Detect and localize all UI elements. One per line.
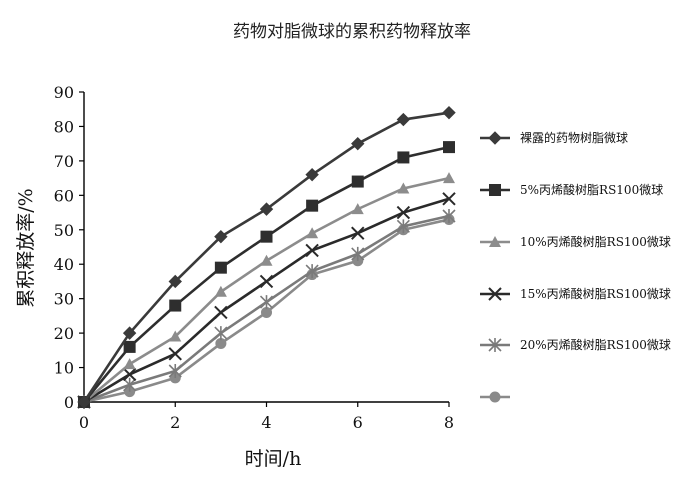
data-point xyxy=(214,285,227,297)
x-tick-label: 2 xyxy=(170,413,180,432)
data-point xyxy=(214,305,228,320)
x-tick-label: 8 xyxy=(444,413,454,432)
data-point xyxy=(442,192,456,206)
data-point xyxy=(77,395,91,409)
data-point xyxy=(260,254,273,266)
legend-label: 裸露的药物树脂微球 xyxy=(520,130,628,145)
legend-item: 10%丙烯酸树脂RS100微球 xyxy=(480,234,671,249)
data-point xyxy=(122,326,137,340)
y-tick-label: 0 xyxy=(64,393,74,412)
series-5 xyxy=(77,209,456,409)
data-point xyxy=(396,112,411,127)
data-point xyxy=(123,377,137,392)
legend-label: 20%丙烯酸树脂RS100微球 xyxy=(520,337,671,352)
data-point xyxy=(169,330,182,342)
data-point xyxy=(396,205,411,220)
data-point xyxy=(351,246,365,261)
x-tick-label: 4 xyxy=(261,413,271,432)
data-point xyxy=(397,182,410,194)
data-point xyxy=(443,141,455,154)
data-point xyxy=(442,105,456,120)
data-point xyxy=(305,264,319,279)
series-layer xyxy=(77,105,456,409)
data-point xyxy=(261,306,272,318)
data-point xyxy=(168,364,182,378)
data-point xyxy=(214,229,228,244)
data-point xyxy=(259,274,274,289)
data-point xyxy=(397,151,410,164)
legend-marker xyxy=(488,287,502,301)
data-point xyxy=(305,167,319,182)
data-point xyxy=(123,340,136,353)
y-tick-label: 20 xyxy=(54,324,74,343)
y-axis-title: 累积释放率/% xyxy=(15,188,37,307)
legend-label: 5%丙烯酸树脂RS100微球 xyxy=(520,182,663,197)
data-point xyxy=(123,358,136,370)
y-tick-label: 70 xyxy=(54,152,74,171)
data-point xyxy=(214,261,227,274)
x-tick-label: 6 xyxy=(353,413,363,432)
y-tick-label: 60 xyxy=(54,186,74,205)
chart-title: 药物对脂微球的累积药物释放率 xyxy=(233,22,471,42)
data-point xyxy=(259,202,274,216)
y-tick-label: 80 xyxy=(54,117,74,136)
data-point xyxy=(351,226,365,240)
y-tick-label: 40 xyxy=(54,255,74,274)
data-point xyxy=(122,367,137,382)
data-point xyxy=(260,230,273,243)
legend-label: 10%丙烯酸树脂RS100微球 xyxy=(520,234,671,249)
legend-item xyxy=(480,391,510,403)
x-tick-label: 0 xyxy=(79,413,89,432)
data-point xyxy=(215,337,227,349)
legend-marker xyxy=(489,184,501,196)
data-point xyxy=(169,299,182,312)
data-point xyxy=(306,199,319,212)
data-point xyxy=(351,203,364,215)
data-point xyxy=(351,136,365,151)
y-tick-label: 50 xyxy=(54,221,74,240)
data-point xyxy=(306,227,319,239)
series-4 xyxy=(77,192,456,409)
legend-item: 20%丙烯酸树脂RS100微球 xyxy=(480,337,671,352)
data-point xyxy=(396,219,410,234)
legend-item: 裸露的药物树脂微球 xyxy=(480,130,628,145)
series-1 xyxy=(77,105,456,409)
data-point xyxy=(168,347,182,361)
data-point xyxy=(443,172,455,184)
x-axis-title: 时间/h xyxy=(245,448,302,470)
y-tick-label: 10 xyxy=(54,359,74,378)
series-3 xyxy=(78,172,455,407)
data-point xyxy=(214,326,228,341)
data-point xyxy=(351,175,364,188)
y-tick-label: 30 xyxy=(54,290,74,309)
legend-marker xyxy=(489,391,501,403)
legend-marker xyxy=(488,338,502,352)
series-line xyxy=(82,145,450,403)
data-point xyxy=(168,274,182,289)
data-point xyxy=(305,243,319,258)
data-point xyxy=(442,209,456,223)
data-point xyxy=(259,295,274,310)
legend-marker xyxy=(488,131,502,145)
y-tick-label: 90 xyxy=(54,83,74,102)
legend: 裸露的药物树脂微球 5%丙烯酸树脂RS100微球 10%丙烯酸树脂RS100微球 15… xyxy=(480,130,671,403)
legend-marker xyxy=(489,236,501,247)
legend-item: 5%丙烯酸树脂RS100微球 xyxy=(480,182,663,197)
legend-item: 15%丙烯酸树脂RS100微球 xyxy=(480,286,671,301)
legend-label: 15%丙烯酸树脂RS100微球 xyxy=(520,286,671,301)
axes: 0 10 20 30 40 50 60 70 80 90 0 2 4 6 8 xyxy=(54,83,454,432)
